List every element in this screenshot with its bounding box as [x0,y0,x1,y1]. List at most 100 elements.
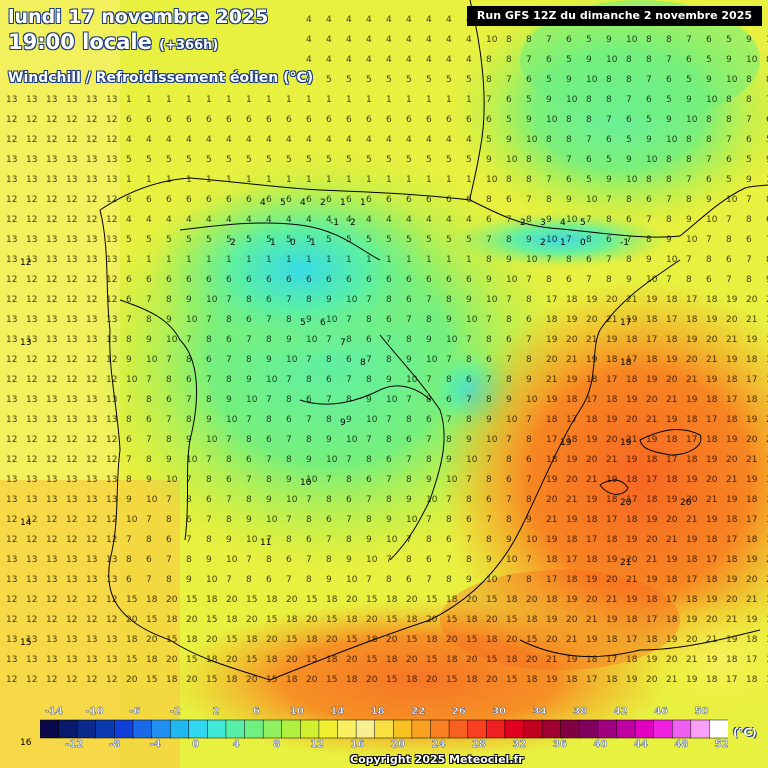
legend-bottom-tick: -8 [109,739,120,748]
svg-text:1: 1 [446,95,452,105]
svg-text:20: 20 [606,575,618,585]
svg-text:17: 17 [666,595,677,605]
svg-text:19: 19 [566,315,578,325]
svg-text:10: 10 [466,315,478,325]
svg-text:10: 10 [166,475,178,485]
svg-text:4: 4 [326,135,332,145]
legend-top-tick: 38 [573,706,587,717]
svg-text:12: 12 [106,115,117,125]
svg-text:12: 12 [26,515,37,525]
svg-text:18: 18 [386,595,398,605]
atlantic-value: 15 [20,638,31,648]
svg-text:6: 6 [266,115,272,125]
svg-text:19: 19 [606,475,618,485]
svg-text:15: 15 [366,595,377,605]
svg-text:19: 19 [706,375,718,385]
svg-text:15: 15 [426,655,437,665]
svg-text:19: 19 [686,535,698,545]
svg-text:8: 8 [226,455,232,465]
svg-text:1: 1 [406,95,412,105]
svg-text:17: 17 [586,675,597,685]
svg-text:12: 12 [106,535,117,545]
svg-text:15: 15 [426,595,437,605]
svg-text:9: 9 [426,335,432,345]
svg-text:20: 20 [346,655,358,665]
svg-text:7: 7 [526,275,532,285]
svg-text:18: 18 [766,335,768,345]
svg-text:19: 19 [606,335,618,345]
svg-text:8: 8 [726,115,732,125]
svg-text:9: 9 [606,35,612,45]
svg-text:9: 9 [566,75,572,85]
svg-text:4: 4 [166,215,172,225]
svg-text:8: 8 [486,535,492,545]
center-value: 6 [320,318,326,328]
svg-text:7: 7 [146,575,152,585]
svg-text:13: 13 [86,395,97,405]
svg-text:6: 6 [486,215,492,225]
svg-text:7: 7 [586,275,592,285]
svg-text:12: 12 [66,195,77,205]
svg-text:18: 18 [706,435,718,445]
svg-text:6: 6 [206,115,212,125]
svg-text:19: 19 [626,455,638,465]
svg-text:8: 8 [506,515,512,525]
svg-text:21: 21 [766,575,768,585]
svg-text:9: 9 [186,295,192,305]
svg-text:4: 4 [326,15,332,25]
svg-text:6: 6 [306,275,312,285]
svg-text:7: 7 [346,315,352,325]
svg-text:19: 19 [686,335,698,345]
svg-text:18: 18 [306,635,318,645]
north-value: -1 [330,218,339,228]
svg-text:21: 21 [746,595,757,605]
svg-text:6: 6 [506,95,512,105]
svg-text:20: 20 [726,595,738,605]
svg-text:18: 18 [406,615,418,625]
north-value: 1 [310,238,316,248]
svg-text:4: 4 [266,135,272,145]
svg-text:4: 4 [306,215,312,225]
svg-text:15: 15 [206,615,217,625]
svg-text:6: 6 [706,35,712,45]
svg-text:1: 1 [466,255,472,265]
svg-text:10: 10 [466,455,478,465]
svg-text:10: 10 [186,315,198,325]
svg-text:18: 18 [486,635,498,645]
svg-text:13: 13 [106,335,117,345]
svg-text:15: 15 [186,595,197,605]
svg-text:15: 15 [486,595,497,605]
svg-text:4: 4 [146,135,152,145]
svg-text:10: 10 [486,435,498,445]
svg-text:13: 13 [6,415,17,425]
svg-text:12: 12 [26,455,37,465]
svg-text:6: 6 [506,475,512,485]
legend-swatch [132,719,153,739]
svg-text:6: 6 [146,555,152,565]
pyrenees-value: 1 [560,238,566,248]
svg-text:10: 10 [366,415,378,425]
svg-text:6: 6 [226,335,232,345]
svg-text:18: 18 [226,675,238,685]
svg-text:6: 6 [726,255,732,265]
svg-text:18: 18 [666,475,678,485]
svg-text:7: 7 [706,235,712,245]
svg-text:10: 10 [266,375,278,385]
center-value: 9 [340,418,346,428]
svg-text:15: 15 [246,655,257,665]
svg-text:4: 4 [426,55,432,65]
legend-swatch [374,719,395,739]
svg-text:10: 10 [566,95,578,105]
svg-text:6: 6 [606,135,612,145]
svg-text:17: 17 [626,355,637,365]
north-value: 1 [270,238,276,248]
legend-swatch [430,719,450,739]
svg-text:4: 4 [126,215,132,225]
svg-text:18: 18 [666,615,678,625]
svg-text:6: 6 [486,115,492,125]
svg-text:21: 21 [586,475,597,485]
svg-text:12: 12 [66,535,77,545]
legend-swatch [188,719,209,739]
svg-text:20: 20 [586,595,598,605]
